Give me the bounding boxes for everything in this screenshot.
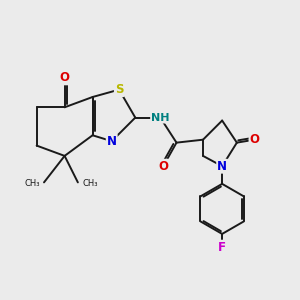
Text: CH₃: CH₃ [82,179,98,188]
Text: S: S [115,83,123,96]
Text: O: O [250,133,260,146]
Text: NH: NH [151,112,169,123]
Text: O: O [60,71,70,84]
Text: F: F [218,241,226,254]
Text: N: N [107,135,117,148]
Text: CH₃: CH₃ [24,179,40,188]
Text: N: N [217,160,227,173]
Text: O: O [158,160,168,173]
